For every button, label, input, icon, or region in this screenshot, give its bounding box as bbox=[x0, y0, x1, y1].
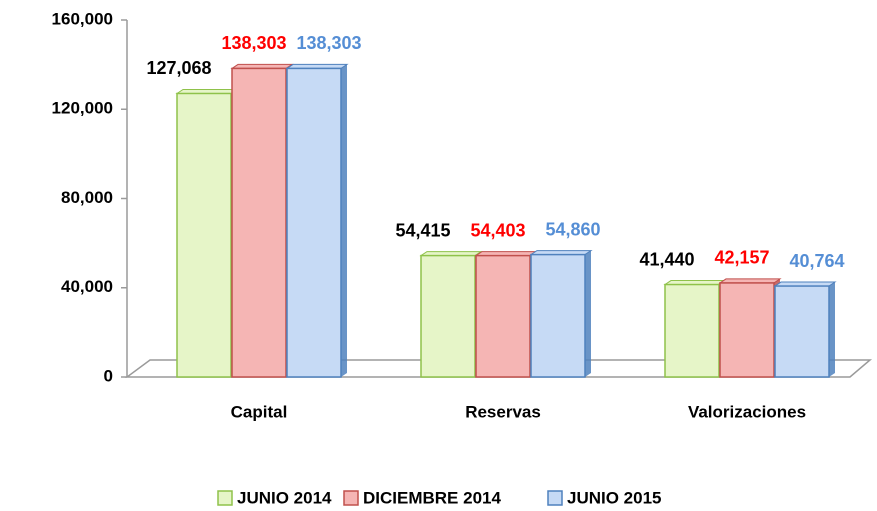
value-label: 41,440 bbox=[639, 249, 694, 269]
y-tick-label: 160,000 bbox=[52, 9, 113, 28]
value-label: 54,415 bbox=[395, 220, 450, 240]
value-label: 54,403 bbox=[470, 220, 525, 240]
legend-label: JUNIO 2014 bbox=[237, 488, 332, 507]
legend-label: JUNIO 2015 bbox=[567, 488, 662, 507]
legend-swatch bbox=[547, 490, 563, 506]
legend-label: DICIEMBRE 2014 bbox=[363, 488, 501, 507]
bar-side bbox=[829, 282, 835, 377]
bar bbox=[530, 253, 586, 378]
y-tick-label: 120,000 bbox=[52, 99, 113, 118]
bar bbox=[719, 282, 775, 378]
value-label: 138,303 bbox=[296, 33, 361, 53]
value-label: 42,157 bbox=[714, 248, 769, 268]
y-tick-label: 40,000 bbox=[61, 277, 113, 296]
bar-side bbox=[585, 250, 591, 377]
x-tick-label: Valorizaciones bbox=[688, 402, 806, 421]
bar bbox=[475, 254, 531, 378]
legend-swatch bbox=[217, 490, 233, 506]
legend-swatch bbox=[343, 490, 359, 506]
bar bbox=[231, 67, 287, 378]
y-tick-label: 0 bbox=[104, 366, 113, 385]
value-label: 138,303 bbox=[221, 33, 286, 53]
bar bbox=[420, 254, 476, 378]
bar-side bbox=[341, 64, 347, 377]
value-label: 40,764 bbox=[789, 251, 844, 271]
x-tick-label: Reservas bbox=[465, 402, 541, 421]
x-tick-label: Capital bbox=[231, 402, 288, 421]
bar bbox=[286, 67, 342, 378]
y-tick-label: 80,000 bbox=[61, 188, 113, 207]
value-label: 54,860 bbox=[545, 219, 600, 239]
bar bbox=[664, 283, 720, 378]
bar bbox=[774, 285, 830, 378]
bar bbox=[176, 92, 232, 378]
value-label: 127,068 bbox=[146, 58, 211, 78]
